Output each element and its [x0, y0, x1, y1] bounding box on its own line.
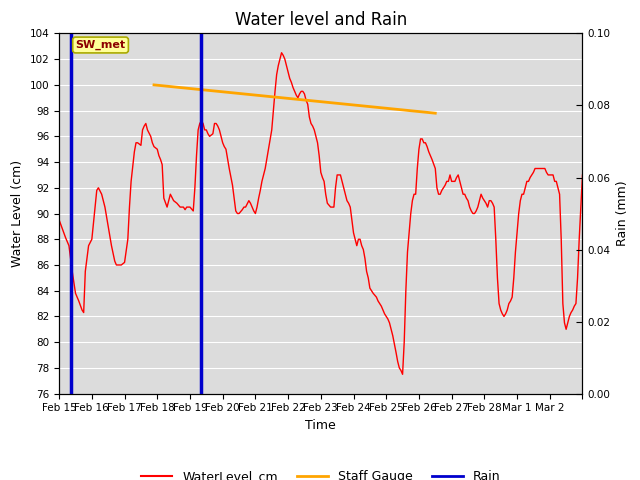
Legend: WaterLevel_cm, Staff Gauge, Rain: WaterLevel_cm, Staff Gauge, Rain: [136, 465, 506, 480]
Title: Water level and Rain: Water level and Rain: [235, 11, 407, 29]
Text: SW_met: SW_met: [76, 40, 125, 50]
Y-axis label: Rain (mm): Rain (mm): [616, 180, 629, 246]
X-axis label: Time: Time: [305, 419, 336, 432]
Y-axis label: Water Level (cm): Water Level (cm): [11, 160, 24, 267]
